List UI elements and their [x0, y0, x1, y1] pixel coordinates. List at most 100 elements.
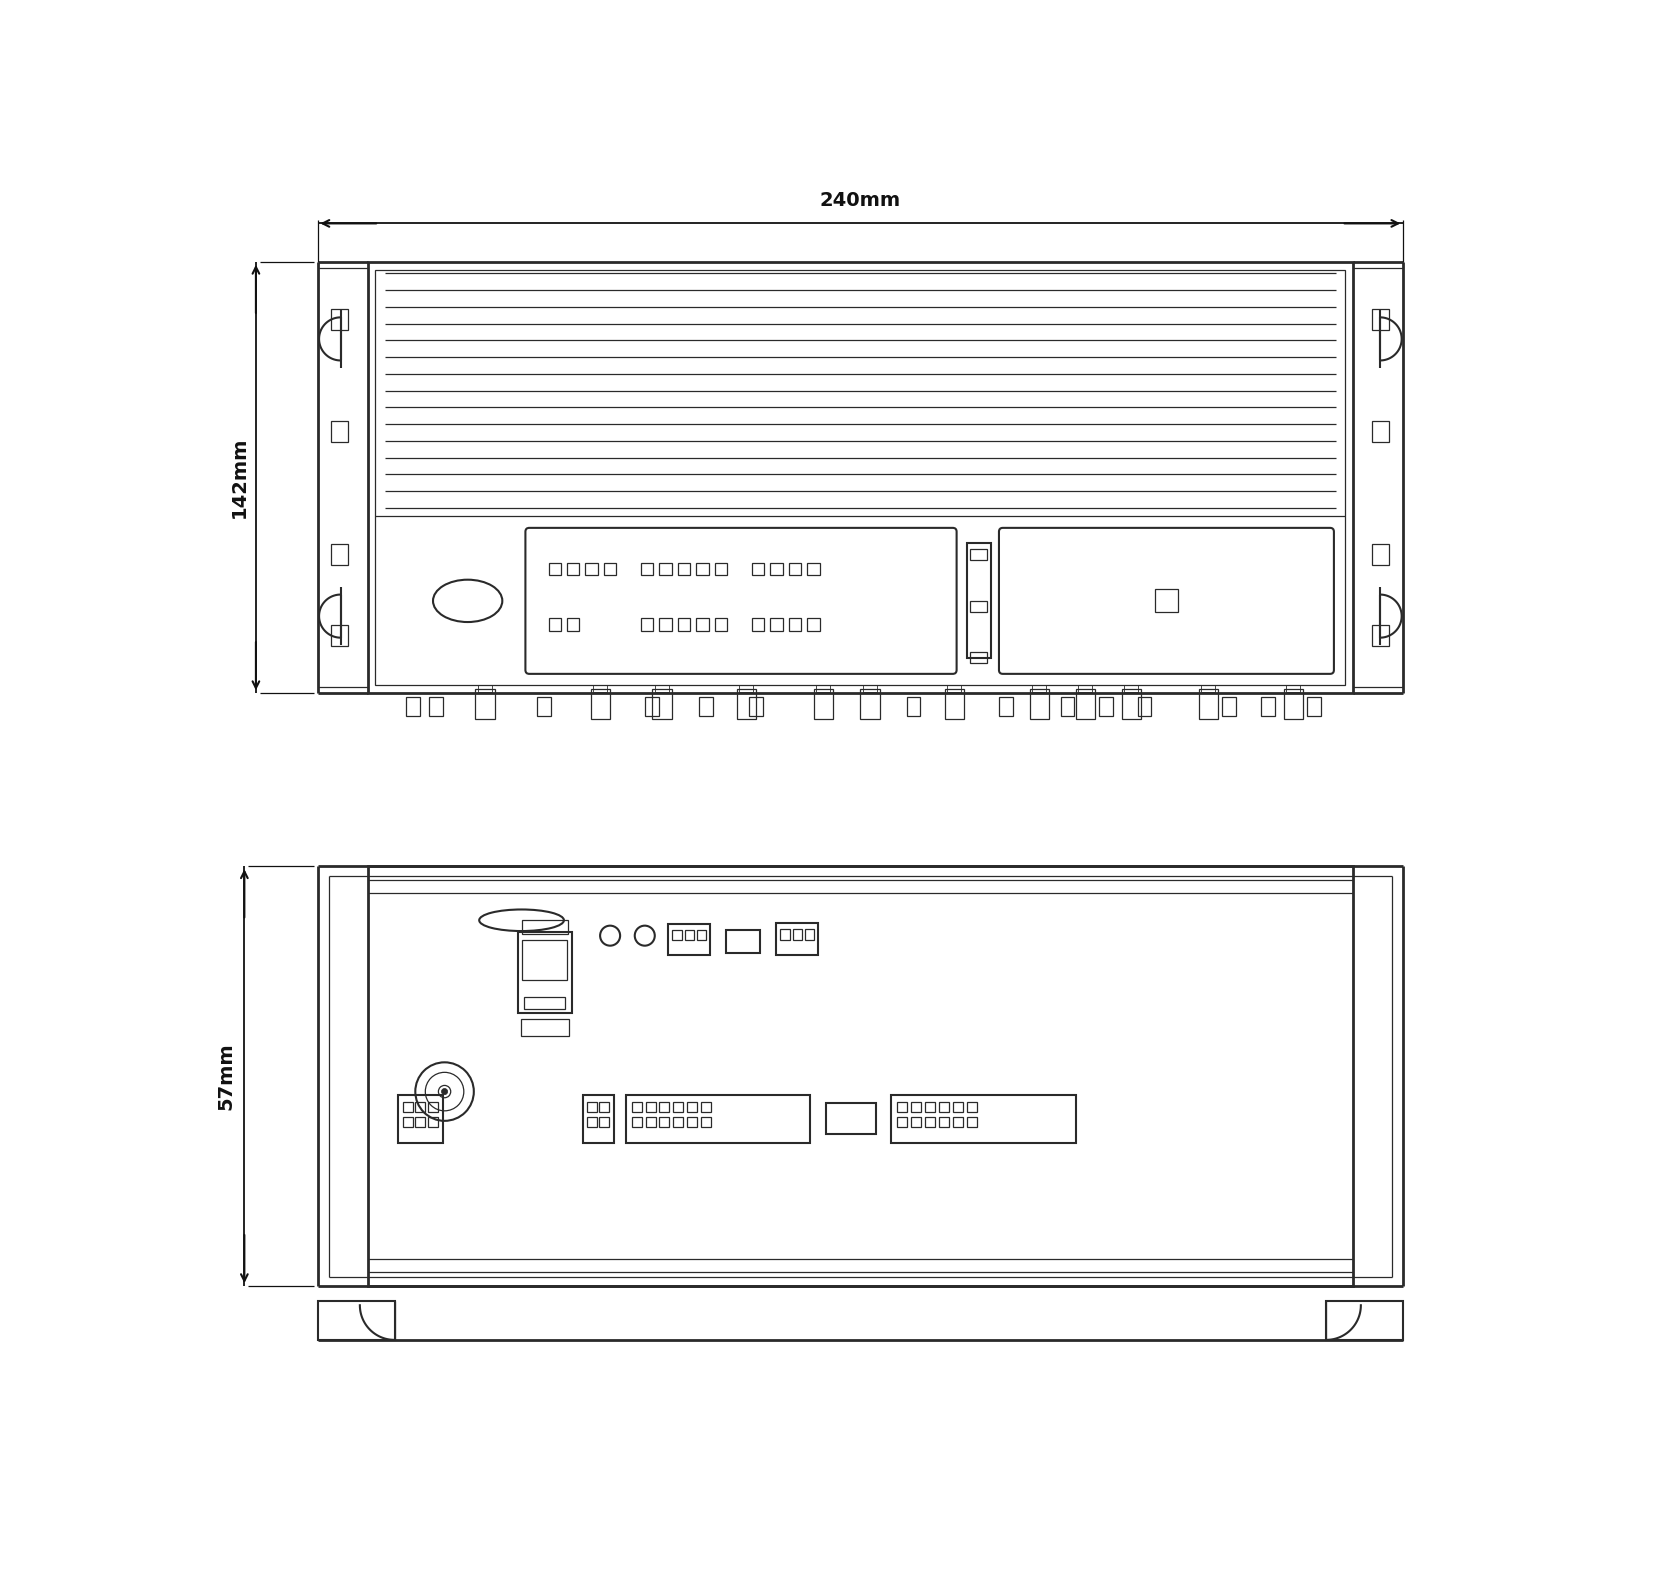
Bar	[568, 618, 580, 631]
Circle shape	[442, 1089, 447, 1095]
Bar	[591, 689, 610, 719]
Bar	[966, 1117, 977, 1126]
Bar	[625, 1095, 811, 1144]
Bar	[725, 930, 760, 953]
Bar	[521, 1019, 568, 1035]
Bar	[770, 563, 782, 576]
Bar	[642, 563, 653, 576]
Bar	[792, 928, 802, 939]
Bar	[415, 1101, 425, 1112]
Bar	[1306, 697, 1322, 716]
Bar	[523, 939, 568, 980]
Bar	[1199, 689, 1218, 719]
Bar	[861, 689, 879, 719]
Bar	[925, 1101, 935, 1112]
Bar	[548, 618, 561, 631]
Bar	[642, 618, 653, 631]
Bar	[1154, 590, 1178, 612]
Bar	[1372, 420, 1389, 442]
Bar	[970, 601, 988, 612]
Bar	[672, 930, 682, 939]
Bar	[807, 563, 819, 576]
Bar	[697, 618, 709, 631]
Bar	[477, 686, 491, 692]
Bar	[1122, 689, 1141, 719]
Bar	[600, 1101, 610, 1112]
Bar	[668, 923, 710, 955]
Bar	[332, 544, 348, 565]
Bar	[970, 653, 988, 664]
Bar	[697, 563, 709, 576]
Bar	[953, 1117, 963, 1126]
Bar	[687, 1117, 697, 1126]
Bar	[700, 1101, 710, 1112]
Bar	[586, 1117, 596, 1126]
Text: 240mm: 240mm	[819, 190, 901, 209]
Bar	[1283, 689, 1303, 719]
Bar	[673, 1117, 683, 1126]
Bar	[367, 263, 1353, 694]
Bar	[375, 269, 1345, 686]
Bar	[1372, 308, 1389, 330]
Bar	[404, 1117, 414, 1126]
Bar	[816, 686, 831, 692]
Bar	[891, 1095, 1075, 1144]
Bar	[415, 1117, 425, 1126]
Bar	[925, 1117, 935, 1126]
Bar	[476, 689, 494, 719]
Bar	[427, 1101, 437, 1112]
Bar	[586, 563, 598, 576]
Bar	[863, 686, 876, 692]
Bar	[586, 1101, 596, 1112]
Bar	[945, 689, 965, 719]
Bar	[940, 1101, 950, 1112]
Bar	[631, 1101, 642, 1112]
Bar	[970, 549, 988, 560]
Bar	[524, 997, 566, 1008]
Bar	[548, 563, 561, 576]
Bar	[1060, 697, 1074, 716]
Bar	[697, 930, 707, 939]
Bar	[940, 1117, 950, 1126]
Bar	[715, 563, 727, 576]
Bar	[655, 686, 668, 692]
Bar	[685, 930, 693, 939]
Bar	[807, 618, 819, 631]
Bar	[776, 923, 817, 955]
Bar	[600, 1117, 610, 1126]
Bar	[593, 686, 606, 692]
Bar	[687, 1101, 697, 1112]
Bar	[1201, 686, 1216, 692]
Bar	[1327, 1301, 1404, 1340]
Bar	[1030, 689, 1049, 719]
Bar	[645, 1101, 655, 1112]
Bar	[1372, 624, 1389, 647]
Bar	[911, 1101, 921, 1112]
Bar	[660, 1101, 670, 1112]
Bar	[673, 1101, 683, 1112]
Bar	[1075, 689, 1095, 719]
Bar	[752, 618, 764, 631]
Bar	[660, 618, 672, 631]
Bar	[653, 689, 672, 719]
Bar	[678, 618, 690, 631]
Bar	[953, 1101, 963, 1112]
Bar	[318, 1301, 395, 1340]
Bar	[789, 563, 801, 576]
Bar	[739, 686, 754, 692]
Bar	[660, 1117, 670, 1126]
Bar	[749, 697, 762, 716]
Bar	[660, 563, 672, 576]
Bar	[367, 867, 1353, 1287]
Bar	[405, 697, 420, 716]
Bar	[1223, 697, 1236, 716]
Bar	[1124, 686, 1139, 692]
Bar	[906, 697, 921, 716]
Bar	[1079, 686, 1092, 692]
Bar	[568, 563, 580, 576]
Bar	[332, 624, 348, 647]
Bar	[538, 697, 551, 716]
Bar	[645, 697, 658, 716]
Bar	[332, 420, 348, 442]
Bar	[898, 1101, 908, 1112]
